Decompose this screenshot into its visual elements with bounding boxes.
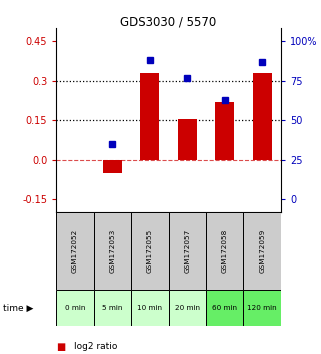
Bar [215,102,234,160]
Bar [206,212,243,290]
Title: GDS3030 / 5570: GDS3030 / 5570 [120,15,217,28]
Text: GSM172058: GSM172058 [222,229,228,273]
Bar [103,160,122,173]
Text: GSM172057: GSM172057 [184,229,190,273]
Text: 0 min: 0 min [65,305,85,311]
Bar [169,290,206,326]
Bar [141,73,159,160]
Bar [253,73,272,160]
Text: 120 min: 120 min [247,305,277,311]
Text: GSM172059: GSM172059 [259,229,265,273]
Bar [243,212,281,290]
Bar [94,212,131,290]
Text: 20 min: 20 min [175,305,200,311]
Bar [56,212,94,290]
Bar [131,290,169,326]
Bar [94,290,131,326]
Text: 10 min: 10 min [137,305,162,311]
Bar [131,212,169,290]
Text: ■: ■ [56,342,65,352]
Text: 60 min: 60 min [212,305,237,311]
Text: 5 min: 5 min [102,305,123,311]
Text: log2 ratio: log2 ratio [74,342,117,352]
Bar [243,290,281,326]
Text: GSM172055: GSM172055 [147,229,153,273]
Text: GSM172053: GSM172053 [109,229,115,273]
Text: GSM172052: GSM172052 [72,229,78,273]
Bar [178,119,196,160]
Bar [169,212,206,290]
Bar [56,290,94,326]
Text: time ▶: time ▶ [3,303,34,313]
Bar [206,290,243,326]
